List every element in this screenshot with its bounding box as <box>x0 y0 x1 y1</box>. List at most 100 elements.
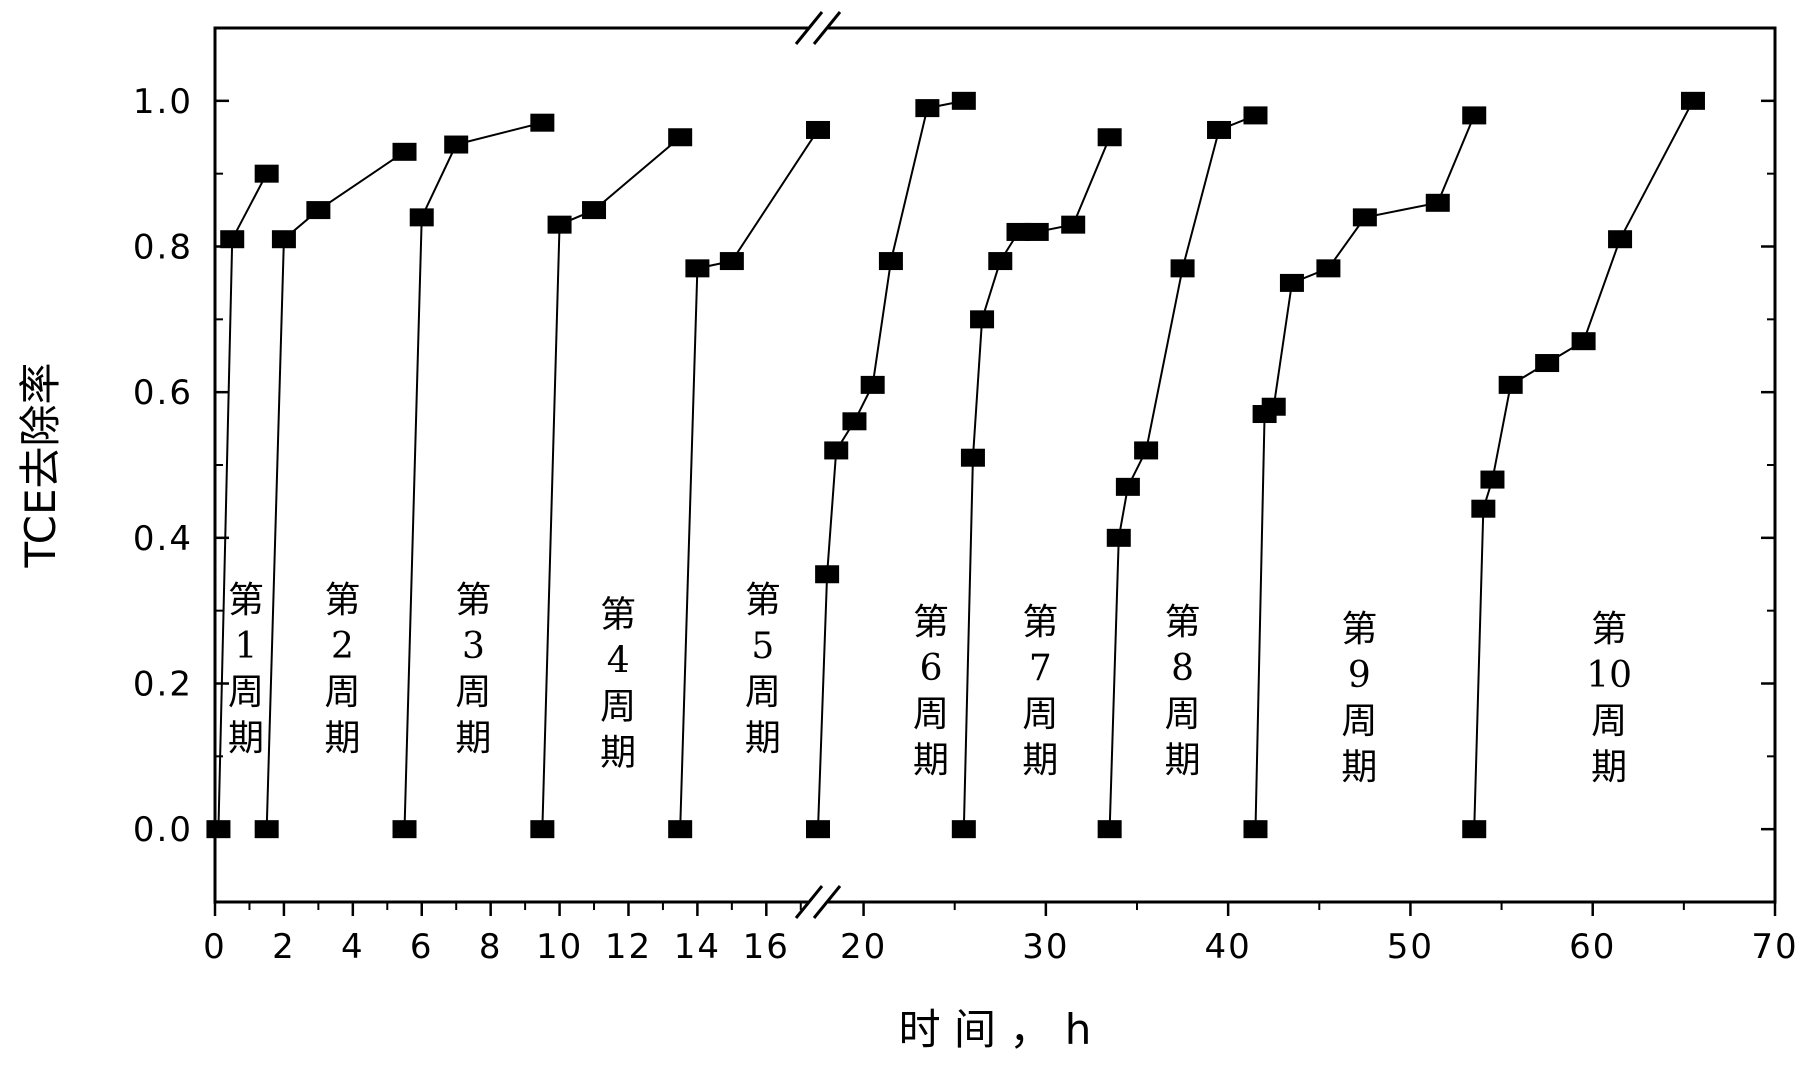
period-label-line: 周 <box>1591 701 1627 742</box>
period-label-line: 周 <box>1341 701 1377 742</box>
period-label-line: 周 <box>324 672 360 713</box>
data-point <box>1262 398 1286 416</box>
y-tick-label: 1.0 <box>133 82 193 122</box>
data-point <box>1107 529 1131 547</box>
data-point <box>861 376 885 394</box>
data-point <box>1535 354 1559 372</box>
x-tick-label: 30 <box>1022 927 1069 967</box>
period-annotations: 第1周期第2周期第3周期第4周期第5周期第6周期第7周期第8周期第9周期第10周… <box>228 580 1632 788</box>
y-axis-title: TCE去除率 <box>16 362 65 568</box>
period-label-line: 第 <box>913 602 949 643</box>
series-line <box>1474 101 1693 829</box>
data-point <box>806 121 830 139</box>
data-point <box>272 230 296 248</box>
x-tick-label: 8 <box>479 927 503 967</box>
series-points <box>206 92 1705 838</box>
period-label-line: 10 <box>1586 655 1632 696</box>
plot-frame <box>215 24 1775 906</box>
data-point <box>255 165 279 183</box>
period-label-line: 1 <box>235 626 258 667</box>
data-point <box>1426 194 1450 212</box>
y-tick-label: 0.8 <box>133 228 193 268</box>
x-tick-label: 50 <box>1387 927 1434 967</box>
y-tick-label: 0.0 <box>133 810 193 850</box>
data-point <box>1207 121 1231 139</box>
x-tick-label: 0 <box>203 927 227 967</box>
x-tick-label: 16 <box>743 927 790 967</box>
period-label-line: 3 <box>462 626 485 667</box>
period-label-line: 5 <box>751 626 774 667</box>
period-label-line: 第 <box>1591 609 1627 650</box>
data-point <box>842 412 866 430</box>
period-label-line: 第 <box>600 595 636 636</box>
data-point <box>1471 500 1495 518</box>
x-tick-label: 12 <box>605 927 652 967</box>
data-point <box>1280 274 1304 292</box>
data-point <box>1243 106 1267 124</box>
period-label-line: 期 <box>1165 740 1201 781</box>
data-point <box>255 820 279 838</box>
data-point <box>824 441 848 459</box>
period-label-line: 2 <box>331 626 354 667</box>
data-point <box>1171 259 1195 277</box>
period-label-line: 第 <box>1022 602 1058 643</box>
period-label-line: 期 <box>600 733 636 774</box>
period-label-line: 周 <box>913 694 949 735</box>
period-label-line: 期 <box>455 718 491 759</box>
data-point <box>961 449 985 467</box>
data-point <box>720 252 744 270</box>
data-point <box>1025 223 1049 241</box>
data-point <box>530 820 554 838</box>
y-tick-label: 0.6 <box>133 373 193 413</box>
period-label-line: 4 <box>607 641 630 682</box>
x-tick-label: 2 <box>272 927 296 967</box>
period-label-line: 期 <box>913 740 949 781</box>
y-tick-label: 0.4 <box>133 519 193 559</box>
axis-break-marks <box>796 12 840 918</box>
data-point <box>410 208 434 226</box>
series-lines <box>218 101 1693 829</box>
period-label-line: 第 <box>745 580 781 621</box>
data-point <box>548 216 572 234</box>
period-label-line: 7 <box>1029 648 1052 689</box>
data-point <box>806 820 830 838</box>
data-point <box>879 252 903 270</box>
data-point <box>952 820 976 838</box>
data-point <box>393 143 417 161</box>
data-point <box>582 201 606 219</box>
data-point <box>952 92 976 110</box>
x-tick-label: 20 <box>840 927 887 967</box>
period-label-line: 期 <box>1341 747 1377 788</box>
x-tick-label: 6 <box>410 927 434 967</box>
data-point <box>1134 441 1158 459</box>
period-label-line: 周 <box>1022 694 1058 735</box>
x-tick-label: 40 <box>1205 927 1252 967</box>
period-label-line: 周 <box>600 687 636 728</box>
y-tick-label: 0.2 <box>133 665 193 705</box>
data-point <box>970 310 994 328</box>
x-tick-label: 70 <box>1751 927 1798 967</box>
data-point <box>1098 820 1122 838</box>
period-label-line: 第 <box>324 580 360 621</box>
x-tick-label: 60 <box>1569 927 1616 967</box>
data-point <box>1098 128 1122 146</box>
y-axis: 0.0 0.2 0.4 0.6 0.8 1.0 <box>133 28 1775 902</box>
period-label-line: 期 <box>1022 740 1058 781</box>
data-point <box>1572 332 1596 350</box>
data-point <box>444 136 468 154</box>
period-label-line: 第 <box>1165 602 1201 643</box>
data-point <box>393 820 417 838</box>
period-label-line: 8 <box>1171 648 1194 689</box>
data-point <box>1316 259 1340 277</box>
period-label-line: 第 <box>455 580 491 621</box>
data-point <box>915 99 939 117</box>
data-point <box>1608 230 1632 248</box>
data-point <box>1353 208 1377 226</box>
period-label-line: 周 <box>745 672 781 713</box>
period-label-line: 期 <box>324 718 360 759</box>
data-point <box>306 201 330 219</box>
period-label-line: 6 <box>920 648 943 689</box>
data-point <box>1243 820 1267 838</box>
x-tick-label: 4 <box>341 927 365 967</box>
